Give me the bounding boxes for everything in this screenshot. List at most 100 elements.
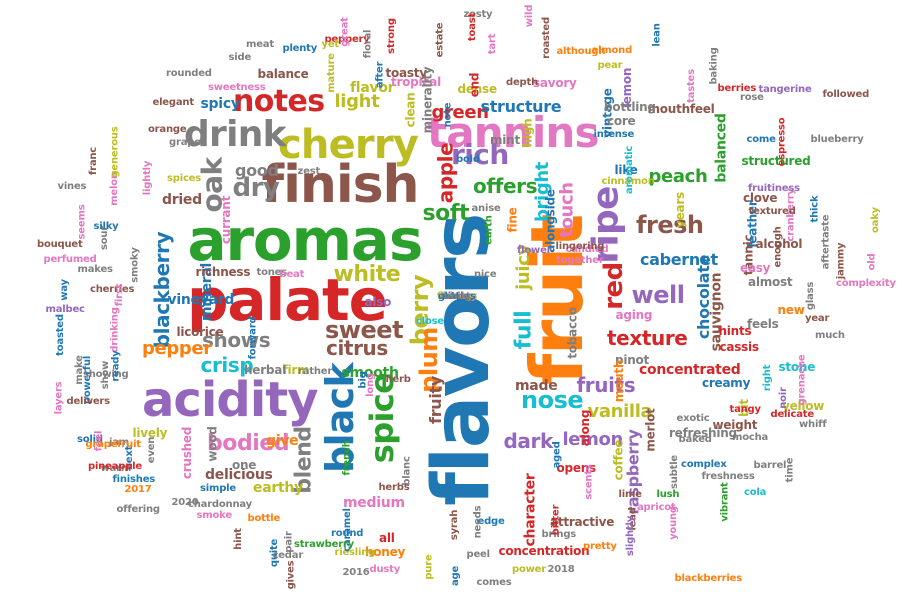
word-rich: rich <box>451 138 509 171</box>
word-after: after <box>373 61 385 89</box>
word-smoky: smoky <box>129 247 141 283</box>
word-spices: spices <box>167 173 202 184</box>
word-2018: 2018 <box>547 564 575 575</box>
word-shows: shows <box>202 328 271 352</box>
word-end: end <box>466 72 481 98</box>
word-grapefruit: grapefruit <box>85 439 142 450</box>
word-yellow: yellow <box>782 399 825 413</box>
word-touch: touch <box>556 182 578 238</box>
word-french: french <box>341 440 353 476</box>
word-rather: rather <box>298 366 333 377</box>
word-bottling: bottling <box>604 100 656 114</box>
word-stone: stone <box>778 360 816 374</box>
word-almond: almond <box>591 45 633 56</box>
word-rounded: rounded <box>166 68 212 79</box>
word-high: high <box>519 118 534 148</box>
word-sweet: sweet <box>325 316 404 344</box>
word-toasty: toasty <box>385 66 428 80</box>
word-baked: baked <box>678 434 712 445</box>
word-soft: soft <box>422 201 470 226</box>
word-intense: intense <box>593 129 635 140</box>
word-glass: glass <box>805 281 817 311</box>
word-alongside: alongside <box>543 189 558 253</box>
word-apple: apple <box>432 142 457 204</box>
word-dry: dry <box>232 173 280 203</box>
word-clean: clean <box>402 92 417 128</box>
word-warm: warm <box>100 463 132 474</box>
word-crisp: crisp <box>200 353 254 377</box>
word-time: time <box>783 457 795 483</box>
word-hint: hint <box>232 528 244 550</box>
word-concentrated: concentrated <box>639 362 741 378</box>
word-enough: enough <box>771 226 783 268</box>
word-tangerine: tangerine <box>758 84 812 95</box>
word-young: young <box>667 506 679 540</box>
word-elegant: elegant <box>152 97 195 108</box>
word-herbal: herbal <box>244 363 286 377</box>
word-right: right <box>762 364 774 392</box>
word-offering: offering <box>116 504 161 515</box>
word-balanced: balanced <box>713 113 730 183</box>
word-cinnamon: cinnamon <box>601 176 655 187</box>
word-mouthfeel: mouthfeel <box>647 102 715 116</box>
word-aftertaste: aftertaste <box>819 214 831 270</box>
word-lush: lush <box>656 489 680 500</box>
word-weight: weight <box>712 418 758 432</box>
word-2017: 2017 <box>124 484 152 495</box>
word-floral: floral <box>361 29 373 59</box>
word-lightly: lightly <box>142 160 154 196</box>
word-edge: edge <box>477 516 505 527</box>
word-light: light <box>334 91 380 112</box>
word-together: together <box>556 255 604 266</box>
word-estate: estate <box>433 22 445 58</box>
word-crushed: crushed <box>180 426 195 480</box>
word-tart: tart <box>487 33 499 55</box>
word-also: also <box>364 295 392 309</box>
word-bold: bold <box>456 154 480 165</box>
word-aged: aged <box>551 441 563 469</box>
word-merlot: merlot <box>643 408 658 452</box>
word-drinking: drinking <box>109 307 121 353</box>
word-cabernet: cabernet <box>640 250 718 269</box>
word-mocha: mocha <box>732 432 769 443</box>
word-good: good <box>235 161 279 180</box>
word-fruits: fruits <box>576 373 636 397</box>
word-cherries: cherries <box>90 284 135 295</box>
word-mint: mint <box>490 133 520 147</box>
word-cassis: cassis <box>719 340 760 354</box>
word-aromas: aromas <box>187 206 424 274</box>
word-flowers: flowers <box>437 291 478 302</box>
word-one: one <box>232 458 257 472</box>
word-meat: meat <box>246 39 274 50</box>
word-make: make <box>73 355 85 385</box>
word-subtle: subtle <box>669 454 681 490</box>
word-syrah: syrah <box>449 509 461 541</box>
word-barrel: barrel <box>753 460 787 471</box>
word-earthy: earthy <box>253 480 303 496</box>
word-grenache: grenache <box>795 354 807 406</box>
word-year: year <box>805 313 830 324</box>
word-wood: wood <box>205 426 220 462</box>
word-notes: notes <box>233 84 325 119</box>
word-give: give <box>266 433 299 449</box>
word-along: along <box>578 409 593 447</box>
word-whiff: whiff <box>799 419 827 430</box>
word-beat: beat <box>279 269 305 280</box>
word-green: green <box>431 102 490 123</box>
word-mature: mature <box>325 53 337 93</box>
word-honey: honey <box>365 545 406 559</box>
word-dark: dark <box>503 429 554 453</box>
word-well: well <box>631 281 685 309</box>
word-way: way <box>58 279 70 301</box>
word-tobacco: tobacco <box>565 307 580 359</box>
word-apricot: apricot <box>637 502 676 513</box>
word-plenty: plenty <box>282 43 318 54</box>
word-jammy: jammy <box>834 242 846 280</box>
word-lemon: lemon <box>562 429 624 450</box>
word-nose: nose <box>521 386 584 414</box>
word-blackberries: blackberries <box>674 573 743 584</box>
word-dusty: dusty <box>369 564 401 575</box>
word-hints: hints <box>718 324 752 338</box>
word-brings: brings <box>541 529 577 540</box>
word-rose: rose <box>740 92 764 103</box>
